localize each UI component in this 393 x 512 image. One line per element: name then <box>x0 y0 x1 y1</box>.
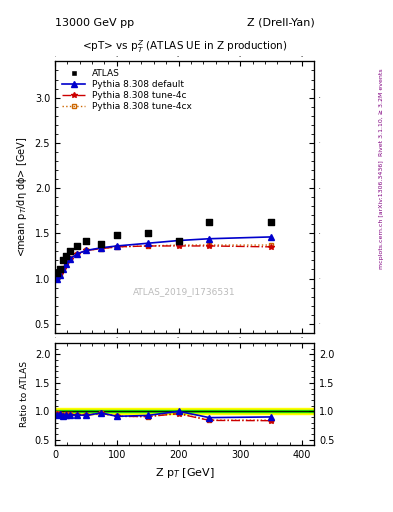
Point <box>268 218 274 226</box>
Title: <pT> vs p$_T^Z$ (ATLAS UE in Z production): <pT> vs p$_T^Z$ (ATLAS UE in Z productio… <box>82 38 288 55</box>
Point <box>83 238 89 246</box>
Point <box>57 265 63 273</box>
Point <box>175 237 182 245</box>
Bar <box>55 410 314 413</box>
Point <box>114 231 120 239</box>
Legend: ATLAS, Pythia 8.308 default, Pythia 8.308 tune-4c, Pythia 8.308 tune-4cx: ATLAS, Pythia 8.308 default, Pythia 8.30… <box>59 66 195 114</box>
Point <box>145 229 151 238</box>
Bar <box>55 409 314 414</box>
Point <box>53 269 60 277</box>
Point <box>206 218 213 226</box>
Point <box>60 255 66 264</box>
Point <box>98 240 105 248</box>
Text: Rivet 3.1.10, ≥ 3.2M events: Rivet 3.1.10, ≥ 3.2M events <box>379 69 384 157</box>
Text: ATLAS_2019_I1736531: ATLAS_2019_I1736531 <box>133 288 236 296</box>
Text: Z (Drell-Yan): Z (Drell-Yan) <box>247 18 314 28</box>
X-axis label: Z p$_T$ [GeV]: Z p$_T$ [GeV] <box>155 466 215 480</box>
Point <box>63 252 69 260</box>
Point <box>67 247 73 255</box>
Y-axis label: <mean p$_T$/dη dϕ> [GeV]: <mean p$_T$/dη dϕ> [GeV] <box>15 137 29 257</box>
Y-axis label: Ratio to ATLAS: Ratio to ATLAS <box>20 361 29 427</box>
Text: 13000 GeV pp: 13000 GeV pp <box>55 18 134 28</box>
Point <box>73 242 80 250</box>
Text: mcplots.cern.ch [arXiv:1306.3436]: mcplots.cern.ch [arXiv:1306.3436] <box>379 161 384 269</box>
